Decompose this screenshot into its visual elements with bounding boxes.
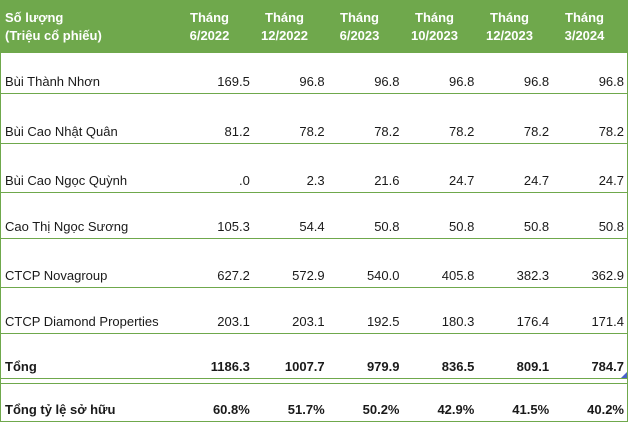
cell-value: 54.4 xyxy=(299,219,325,234)
ownership-ratio-row: Tổng tỷ lệ sở hữu 60.8% 51.7% 50.2% 42.9… xyxy=(1,383,627,422)
cell-value: 192.5 xyxy=(366,314,400,329)
cell-value: 42.9% xyxy=(437,402,475,417)
row-label: CTCP Diamond Properties xyxy=(5,314,159,329)
table-body: Bùi Thành Nhơn 169.5 96.8 96.8 96.8 96.8… xyxy=(0,53,628,422)
column-header-12-2022: Tháng 12/2022 xyxy=(261,9,308,43)
cell-value: 784.7 xyxy=(552,359,627,378)
table-title: Số lượng (Triệu cổ phiếu) xyxy=(0,0,178,53)
cell-value: 572.9 xyxy=(292,268,325,283)
cell-value: 1007.7 xyxy=(284,359,325,374)
cell-value: 78.2 xyxy=(523,124,550,139)
cell-value: 50.8 xyxy=(374,219,400,234)
column-header-6-2023: Tháng 6/2023 xyxy=(339,9,380,43)
cell-value: 169.5 xyxy=(217,74,250,89)
cell-value: 809.1 xyxy=(516,359,550,374)
table-header: Số lượng (Triệu cổ phiếu) Tháng 6/2022 T… xyxy=(0,0,628,53)
table-row: Bùi Thành Nhơn 169.5 96.8 96.8 96.8 96.8… xyxy=(1,53,627,94)
cell-value: 50.8 xyxy=(598,219,624,234)
cell-corner-marker-icon xyxy=(621,372,627,378)
cell-value: 96.8 xyxy=(598,74,624,89)
cell-value: 78.2 xyxy=(449,124,475,139)
cell-value: 78.2 xyxy=(374,124,400,139)
cell-value: 176.4 xyxy=(516,314,550,329)
cell-value: 51.7% xyxy=(287,402,325,417)
cell-value: 81.2 xyxy=(224,124,250,139)
cell-value: 41.5% xyxy=(512,402,550,417)
cell-value: .0 xyxy=(238,173,250,188)
table-row: CTCP Novagroup 627.2 572.9 540.0 405.8 3… xyxy=(1,239,627,288)
cell-value: 836.5 xyxy=(441,359,475,374)
column-header-3-2024: Tháng 3/2024 xyxy=(564,9,605,43)
row-label: Bùi Cao Ngọc Quỳnh xyxy=(5,173,128,188)
cell-value: 627.2 xyxy=(217,268,250,283)
row-label: CTCP Novagroup xyxy=(5,268,108,283)
cell-value: 78.2 xyxy=(598,124,624,139)
table-row: Bùi Cao Ngọc Quỳnh .0 2.3 21.6 24.7 24.7… xyxy=(1,144,627,193)
cell-value: 40.2% xyxy=(587,402,624,417)
row-label: Bùi Thành Nhơn xyxy=(5,74,101,89)
cell-value: 203.1 xyxy=(217,314,250,329)
cell-value: 24.7 xyxy=(449,173,475,188)
total-row-label: Tổng xyxy=(5,359,37,374)
cell-value: 979.9 xyxy=(366,359,400,374)
row-label: Cao Thị Ngọc Sương xyxy=(5,219,129,234)
cell-value: 203.1 xyxy=(292,314,325,329)
cell-value: 96.8 xyxy=(374,74,400,89)
cell-value: 60.8% xyxy=(212,402,250,417)
row-label: Bùi Cao Nhật Quân xyxy=(5,124,118,139)
ratio-row-label: Tổng tỷ lệ sở hữu xyxy=(5,402,116,417)
table-row: CTCP Diamond Properties 203.1 203.1 192.… xyxy=(1,288,627,334)
total-row: Tổng 1186.3 1007.7 979.9 836.5 809.1 784… xyxy=(1,334,627,379)
table-title-line1: Số lượng xyxy=(5,9,64,25)
cell-value: 96.8 xyxy=(299,74,325,89)
cell-value: 50.2% xyxy=(362,402,400,417)
table-title-line2: (Triệu cổ phiếu) xyxy=(5,27,102,43)
table-row: Bùi Cao Nhật Quân 81.2 78.2 78.2 78.2 78… xyxy=(1,94,627,144)
cell-value: 96.8 xyxy=(523,74,550,89)
column-header-10-2023: Tháng 10/2023 xyxy=(411,9,458,43)
cell-value: 405.8 xyxy=(441,268,475,283)
cell-value: 362.9 xyxy=(591,268,624,283)
cell-value: 24.7 xyxy=(598,173,624,188)
cell-value: 180.3 xyxy=(441,314,475,329)
cell-value: 21.6 xyxy=(374,173,400,188)
cell-value: 78.2 xyxy=(299,124,325,139)
cell-value: 1186.3 xyxy=(210,359,250,374)
cell-value: 96.8 xyxy=(449,74,475,89)
table-row: Cao Thị Ngọc Sương 105.3 54.4 50.8 50.8 … xyxy=(1,193,627,239)
cell-value: 105.3 xyxy=(217,219,250,234)
column-header-6-2022: Tháng 6/2022 xyxy=(189,9,230,43)
cell-value: 2.3 xyxy=(306,173,325,188)
cell-value: 24.7 xyxy=(523,173,550,188)
cell-value: 50.8 xyxy=(523,219,550,234)
cell-value: 171.4 xyxy=(591,314,624,329)
cell-value: 50.8 xyxy=(449,219,475,234)
cell-value: 382.3 xyxy=(516,268,550,283)
column-header-12-2023: Tháng 12/2023 xyxy=(486,9,533,43)
cell-value: 540.0 xyxy=(366,268,400,283)
